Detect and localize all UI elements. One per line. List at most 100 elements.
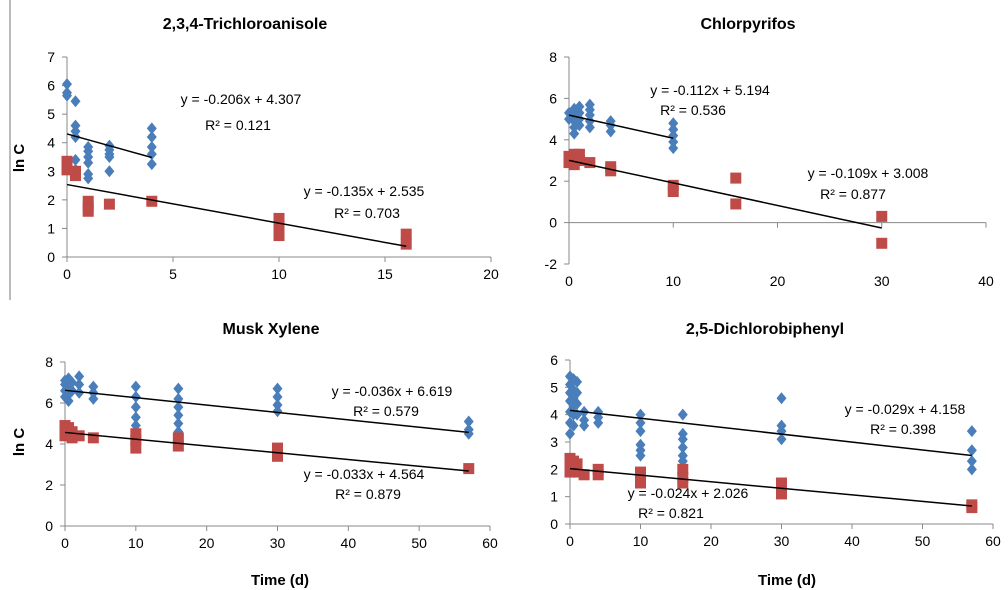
data-point-diamond [74, 378, 85, 391]
trendline-r-squared: R² = 0.121 [205, 117, 271, 133]
x-tick-label: 20 [703, 533, 719, 549]
data-point-diamond [146, 122, 157, 135]
y-tick-label: 1 [550, 489, 558, 505]
trendline-equation: y = -0.112x + 5.194 [650, 82, 770, 98]
data-point-square [605, 165, 617, 177]
data-point-diamond [574, 119, 585, 132]
x-tick-label: 10 [128, 535, 144, 551]
trendline [64, 389, 469, 434]
data-point-diamond [966, 425, 977, 438]
data-point-diamond [605, 119, 616, 132]
trendline [66, 133, 153, 159]
x-tick-label: 20 [770, 273, 786, 289]
data-point-diamond [776, 433, 787, 446]
y-tick-label: 3 [47, 163, 55, 179]
data-point-square [635, 477, 646, 489]
trendline-r-squared: R² = 0.821 [638, 505, 704, 521]
data-point-diamond [173, 417, 184, 430]
trendline [568, 159, 882, 229]
y-tick-label: 4 [45, 436, 53, 452]
data-point-diamond [83, 156, 94, 169]
y-tick-label: 6 [47, 78, 55, 94]
y-tick-label: 4 [549, 132, 557, 148]
data-point-diamond [70, 153, 81, 166]
data-point-square [130, 442, 142, 454]
trendline-r-squared: R² = 0.877 [820, 186, 886, 202]
y-tick-label: 0 [45, 518, 53, 534]
trendline-equation: y = -0.135x + 2.535 [304, 183, 425, 199]
data-point-square [172, 440, 184, 452]
trendline-r-squared: R² = 0.879 [335, 486, 401, 502]
data-point-square [730, 172, 742, 184]
data-point-diamond [572, 375, 583, 388]
x-tick-label: 0 [63, 266, 71, 282]
data-point-square [463, 463, 475, 475]
data-point-diamond [593, 416, 604, 429]
data-point-square [73, 430, 85, 442]
y-tick-label: 2 [45, 477, 53, 493]
data-point-square [966, 502, 978, 514]
x-tick-label: 0 [566, 533, 574, 549]
data-point-diamond [130, 390, 141, 403]
data-point-diamond [104, 165, 115, 178]
y-tick-label: -2 [545, 256, 558, 272]
x-tick-label: 10 [665, 273, 681, 289]
x-tick-label: 15 [377, 266, 393, 282]
trendline [569, 467, 972, 507]
data-point-diamond [584, 108, 595, 121]
data-point-diamond [463, 427, 474, 440]
data-point-diamond [62, 89, 72, 102]
y-tick-label: 6 [45, 395, 53, 411]
data-point-diamond [62, 78, 72, 91]
data-point-square [273, 212, 285, 224]
data-point-diamond [605, 125, 616, 138]
data-point-diamond [668, 142, 679, 155]
data-point-square [584, 157, 596, 169]
data-point-square [66, 426, 78, 438]
data-point-square [677, 477, 689, 489]
y-axis-title: ln C [11, 144, 28, 172]
data-point-diamond [74, 386, 85, 399]
y-tick-label: 8 [549, 49, 557, 65]
x-tick-label: 30 [874, 273, 890, 289]
data-point-diamond [130, 380, 141, 393]
y-tick-label: 1 [47, 220, 55, 236]
data-point-square [876, 210, 888, 222]
data-point-square [61, 164, 73, 176]
data-point-diamond [635, 449, 646, 462]
data-point-diamond [146, 158, 157, 171]
data-point-square [776, 488, 787, 500]
x-tick-label: 40 [844, 533, 860, 549]
x-tick-label: 5 [169, 266, 177, 282]
x-tick-label: 0 [61, 535, 69, 551]
data-point-diamond [677, 408, 688, 421]
data-point-diamond [668, 129, 679, 142]
data-point-diamond [635, 425, 646, 438]
x-tick-label: 0 [565, 273, 573, 289]
y-tick-label: 0 [47, 249, 55, 265]
data-point-square [667, 186, 679, 198]
data-point-square [730, 198, 742, 210]
data-point-diamond [130, 401, 141, 414]
data-point-square [172, 432, 184, 444]
data-point-diamond [584, 115, 595, 128]
data-point-diamond [572, 397, 583, 410]
data-point-diamond [565, 427, 575, 440]
trendline-equation: y = -0.033x + 4.564 [304, 466, 425, 482]
y-tick-label: 0 [550, 516, 558, 532]
data-point-diamond [67, 376, 78, 389]
data-point-diamond [574, 106, 585, 119]
chart-panel: 2,3,4-Trichloroanisole 0 1 2 3 4 5 6 7 0 5 10 15 20 ln… [11, 16, 499, 282]
data-point-diamond [966, 455, 977, 468]
x-tick-label: 10 [271, 266, 287, 282]
data-point-diamond [146, 131, 157, 143]
trendline [568, 114, 674, 140]
data-point-diamond [88, 380, 99, 393]
y-tick-label: 2 [549, 173, 557, 189]
y-tick-label: 4 [47, 135, 55, 151]
data-point-diamond [966, 463, 977, 476]
chart-title: 2,5-Dichlorobiphenyl [686, 321, 844, 338]
data-point-square [273, 230, 285, 242]
trendline [569, 409, 972, 457]
